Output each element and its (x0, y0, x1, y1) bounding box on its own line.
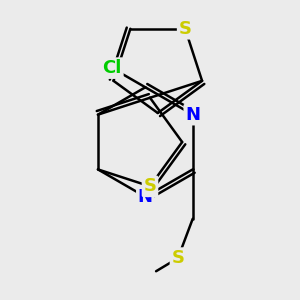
Text: N: N (138, 188, 153, 206)
Text: Cl: Cl (103, 59, 122, 77)
Text: S: S (178, 20, 192, 38)
Text: N: N (185, 106, 200, 124)
Text: S: S (172, 249, 184, 267)
Text: S: S (143, 177, 157, 195)
